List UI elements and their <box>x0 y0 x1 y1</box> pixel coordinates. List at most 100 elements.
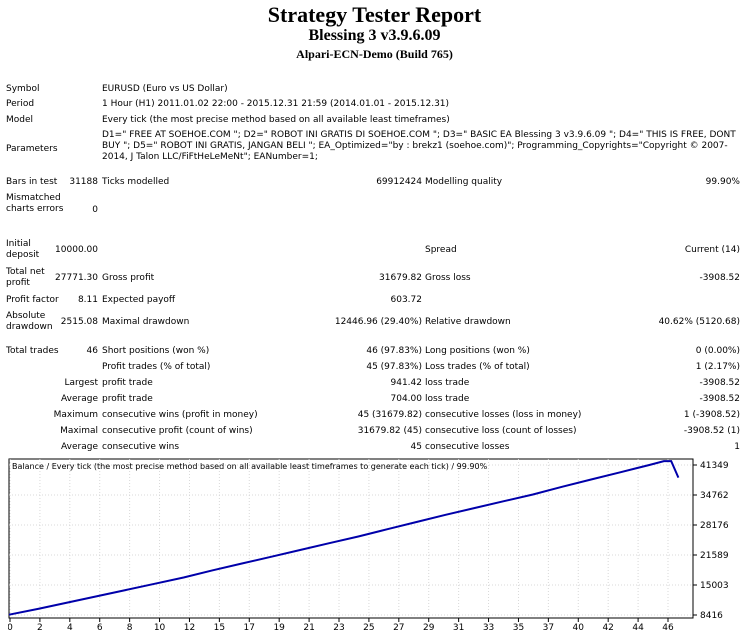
rel-drawdown-label: Relative drawdown <box>425 317 511 327</box>
period-value: 1 Hour (H1) 2011.01.02 22:00 - 2015.12.3… <box>102 99 450 109</box>
quality-label: Modelling quality <box>425 177 503 187</box>
short-positions-value: 46 (97.83%) <box>366 346 422 356</box>
gross-loss-label: Gross loss <box>425 273 471 283</box>
max-consec-profit-value: 31679.82 (45) <box>357 426 422 436</box>
payoff-value: 603.72 <box>390 295 423 305</box>
average-label: Average <box>61 394 98 404</box>
x-tick-label: 0 <box>8 623 13 632</box>
symbol-value: EURUSD (Euro vs US Dollar) <box>102 84 228 94</box>
ticks-label: Ticks modelled <box>102 177 170 187</box>
balance-chart: 0 2 4 6 8 10 12 15 17 19 21 23 25 27 29 31 33 35 37 40 42 44 4… <box>8 458 729 632</box>
x-tick-label: 35 <box>513 623 524 632</box>
max-drawdown-value: 12446.96 (29.40%) <box>334 317 422 327</box>
x-tick-label: 33 <box>483 623 494 632</box>
x-tick-label: 4 <box>67 623 73 632</box>
loss-trades-label: Loss trades (% of total) <box>425 362 530 372</box>
long-positions-value: 0 (0.00%) <box>695 346 740 356</box>
gross-loss-value: -3908.52 <box>699 273 740 283</box>
max-consec-loss-value: -3908.52 (1) <box>683 426 740 436</box>
mismatch-value: 0 <box>92 205 98 215</box>
symbol-label: Symbol <box>6 84 40 94</box>
spread-label: Spread <box>425 245 457 255</box>
max-consec-losses-label: consecutive losses (loss in money) <box>425 410 582 420</box>
gross-profit-value: 31679.82 <box>379 273 422 283</box>
max-consec-wins-value: 45 (31679.82) <box>357 410 422 420</box>
profit-factor-value: 8.11 <box>77 295 98 305</box>
total-trades-value: 46 <box>86 346 98 356</box>
abs-drawdown-value: 2515.08 <box>60 317 98 327</box>
maximum-label: Maximum <box>53 410 98 420</box>
y-tick-label: 15003 <box>700 581 729 591</box>
balance-line <box>8 460 680 616</box>
gross-profit-label: Gross profit <box>102 273 155 283</box>
deposit-label: Initial deposit <box>6 239 40 260</box>
spread-value: Current (14) <box>684 245 740 255</box>
rel-drawdown-value: 40.62% (5120.68) <box>658 317 740 327</box>
parameters-label: Parameters <box>6 144 58 154</box>
average-profit-value: 704.00 <box>390 394 423 404</box>
average-profit-label: profit trade <box>102 394 153 404</box>
long-positions-label: Long positions (won %) <box>425 346 530 356</box>
x-tick-label: 12 <box>184 623 195 632</box>
parameters-value: D1=" FREE AT SOEHOE.COM "; D2=" ROBOT IN… <box>102 130 736 162</box>
x-tick-label: 27 <box>393 623 404 632</box>
avg-consec-wins-value: 45 <box>410 442 422 452</box>
mismatch-label: Mismatched charts errors <box>6 193 64 214</box>
x-tick-label: 17 <box>244 623 255 632</box>
y-tick-label: 8416 <box>700 611 723 621</box>
y-tick-label: 34762 <box>700 491 729 501</box>
net-profit-label: Total net profit <box>6 267 45 288</box>
x-tick-label: 6 <box>97 623 103 632</box>
x-tick-label: 31 <box>453 623 464 632</box>
total-trades-label: Total trades <box>6 346 59 356</box>
largest-profit-value: 941.42 <box>390 378 423 388</box>
x-tick-label: 42 <box>602 623 613 632</box>
server-build: Alpari-ECN-Demo (Build 765) <box>296 47 453 61</box>
maximal-label: Maximal <box>60 426 98 436</box>
x-tick-label: 44 <box>632 623 644 632</box>
model-label: Model <box>6 115 34 125</box>
avg-consec-losses-label: consecutive losses <box>425 442 510 452</box>
largest-loss-value: -3908.52 <box>699 378 740 388</box>
max-consec-loss-label: consecutive loss (count of losses) <box>425 426 577 436</box>
loss-trades-value: 1 (2.17%) <box>695 362 740 372</box>
profit-trades-value: 45 (97.83%) <box>366 362 422 372</box>
x-tick-label: 37 <box>543 623 554 632</box>
period-label: Period <box>6 99 35 109</box>
x-tick-label: 40 <box>573 623 585 632</box>
largest-loss-label: loss trade <box>425 378 470 388</box>
short-positions-label: Short positions (won %) <box>102 346 210 356</box>
x-tick-label: 10 <box>154 623 166 632</box>
quality-value: 99.90% <box>705 177 740 187</box>
ticks-value: 69912424 <box>376 177 422 187</box>
x-tick-label: 25 <box>363 623 374 632</box>
chart-title: Balance / Every tick (the most precise m… <box>12 462 488 471</box>
avg-consec-wins-label: consecutive wins <box>102 442 180 452</box>
report-title: Strategy Tester Report <box>267 2 482 27</box>
profit-factor-label: Profit factor <box>6 295 59 305</box>
max-consec-profit-label: consecutive profit (count of wins) <box>102 426 253 436</box>
x-tick-label: 29 <box>423 623 435 632</box>
largest-label: Largest <box>64 378 98 388</box>
y-tick-label: 21589 <box>700 551 729 561</box>
deposit-value: 10000.00 <box>55 245 98 255</box>
bars-label: Bars in test <box>6 177 58 187</box>
net-profit-value: 27771.30 <box>55 273 98 283</box>
x-tick-label: 46 <box>662 623 674 632</box>
average2-label: Average <box>61 442 98 452</box>
max-consec-wins-label: consecutive wins (profit in money) <box>102 410 258 420</box>
largest-profit-label: profit trade <box>102 378 153 388</box>
max-drawdown-label: Maximal drawdown <box>102 317 190 327</box>
x-tick-label: 21 <box>303 623 314 632</box>
profit-trades-label: Profit trades (% of total) <box>102 362 211 372</box>
avg-consec-losses-value: 1 <box>734 442 740 452</box>
abs-drawdown-label: Absolute drawdown <box>6 311 53 332</box>
x-tick-label: 15 <box>214 623 225 632</box>
model-value: Every tick (the most precise method base… <box>102 115 450 125</box>
bars-value: 31188 <box>69 177 98 187</box>
average-loss-value: -3908.52 <box>699 394 740 404</box>
y-tick-label: 28176 <box>700 521 729 531</box>
ea-name: Blessing 3 v3.9.6.09 <box>308 27 441 44</box>
x-tick-label: 19 <box>273 623 285 632</box>
y-tick-label: 41349 <box>700 461 729 471</box>
